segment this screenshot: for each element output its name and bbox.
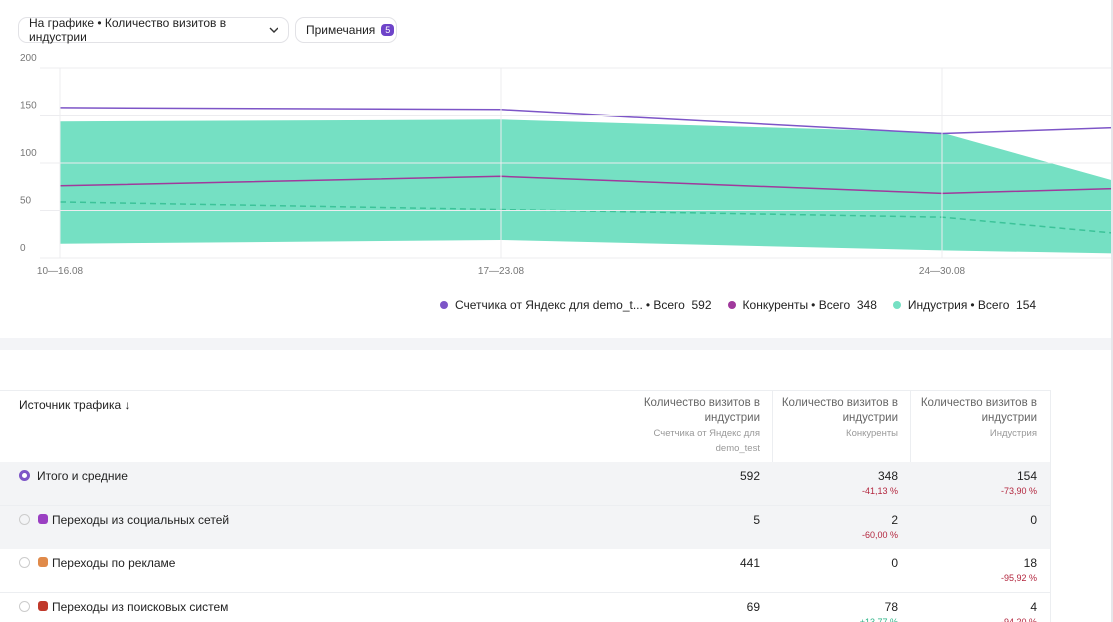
header-metric: Количество визитов в индустрии Конкуренты xyxy=(773,396,898,441)
series-line xyxy=(59,175,1113,195)
radio xyxy=(19,470,30,481)
legend-total: • Всего 348 xyxy=(811,298,877,312)
cell-delta: -60,00 % xyxy=(861,529,898,540)
header-title: Количество визитов в индустрии xyxy=(781,397,898,424)
cell-delta: -95,92 % xyxy=(1000,573,1037,583)
table-row xyxy=(0,592,1050,622)
series-line xyxy=(59,107,1113,135)
legend-item: Индустрия • Всего 154 xyxy=(892,298,1037,312)
range-area xyxy=(60,119,1113,254)
radio xyxy=(19,600,30,612)
legend-dot xyxy=(727,301,736,309)
x-tick-label: 10—16.08 xyxy=(37,266,84,277)
legend-dot xyxy=(440,301,448,309)
legend-item: Счетчика от Яндекс для demo_t... • Всего … xyxy=(440,298,712,312)
row-icon xyxy=(38,557,48,567)
cell-delta: +13,77 % xyxy=(859,616,898,622)
cell-delta: -94,20 % xyxy=(1000,616,1037,622)
cell-value: 69 xyxy=(746,599,760,614)
cell-value: 78 xyxy=(884,599,898,614)
cell-value: 2 xyxy=(891,512,898,527)
x-tick-label: 17—23.08 xyxy=(478,266,525,277)
header-line xyxy=(0,390,1050,391)
legend-total: • Всего 592 xyxy=(645,298,712,312)
radio xyxy=(19,557,30,568)
header-sub: Индустрия xyxy=(989,428,1037,439)
header-sub: Конкуренты xyxy=(846,428,898,439)
legend-total: • Всего 154 xyxy=(970,298,1037,312)
row-name: Переходы из поисковых систем xyxy=(52,599,229,614)
table-row xyxy=(0,549,1050,593)
col-divider xyxy=(1050,390,1051,622)
cell-value: 18 xyxy=(1023,556,1037,570)
cell-delta: -41,13 % xyxy=(861,486,898,496)
radio xyxy=(19,513,30,525)
legend-dot xyxy=(892,301,901,309)
legend-name: Конкуренты xyxy=(742,298,809,312)
edge xyxy=(1111,0,1113,622)
cell-value: 5 xyxy=(753,512,760,527)
header-title: Количество визитов в индустрии xyxy=(920,397,1037,424)
y-tick-label: 0 xyxy=(20,243,26,254)
cell-value: 4 xyxy=(1030,599,1037,614)
y-tick-label: 100 xyxy=(20,148,37,159)
cell-value: 0 xyxy=(1030,512,1037,527)
row-name: Итого и средние xyxy=(37,469,128,483)
y-tick-label: 50 xyxy=(20,196,32,207)
row-icon xyxy=(38,513,48,524)
cell-value: 441 xyxy=(739,556,760,570)
chart: 0 50 100 150 200 10—16.08 17—23.08 24—30.08 xyxy=(20,53,1113,277)
cell-value: 0 xyxy=(891,556,898,570)
cell-value: 154 xyxy=(1016,469,1037,483)
notes-button[interactable]: Примечания 5 xyxy=(295,17,397,43)
header-metric: Количество визитов в индустрии Счетчика о… xyxy=(635,396,760,456)
row-name: Переходы по рекламе xyxy=(52,556,176,570)
cell-value: 348 xyxy=(877,469,898,483)
notes-label: Примечания xyxy=(306,23,376,37)
legend-item: Конкуренты • Всего 348 xyxy=(727,298,877,312)
cell-value: 592 xyxy=(739,469,760,483)
cell-delta: -73,90 % xyxy=(1000,486,1037,496)
series-line xyxy=(59,201,1113,234)
dropdown[interactable]: На графике • Количество визитов в индуст… xyxy=(18,16,289,44)
chevron xyxy=(269,27,278,33)
legend-name: Счетчика от Яндекс для demo_t... xyxy=(455,298,643,312)
separator xyxy=(0,338,1113,350)
row-icon xyxy=(38,600,48,611)
header-metric: Количество визитов в индустрии Индустрия xyxy=(912,396,1037,441)
plot xyxy=(59,107,1113,254)
x-tick-label: 24—30.08 xyxy=(919,266,966,277)
y-tick-label: 200 xyxy=(20,53,37,64)
row-name: Переходы из социальных сетей xyxy=(52,512,230,527)
header-title: Количество визитов в индустрии xyxy=(643,397,760,424)
y-tick-label: 150 xyxy=(20,101,37,112)
dropdown-label: На графике • Количество визитов в индуст… xyxy=(29,16,227,44)
legend-name: Индустрия xyxy=(907,298,968,312)
header-sub: Счетчика от Яндекс для demo_test xyxy=(653,428,760,454)
header-source: Источник трафика ↓ xyxy=(19,398,131,412)
table-row xyxy=(0,462,1050,506)
notes-badge: 5 xyxy=(381,24,395,36)
legend: Счетчика от Яндекс для demo_t... • Всего … xyxy=(440,298,1036,312)
